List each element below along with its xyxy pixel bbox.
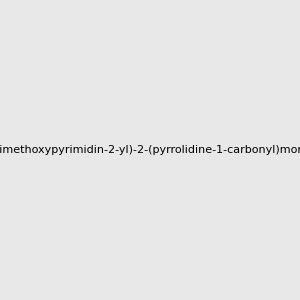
Text: 4-(4,6-dimethoxypyrimidin-2-yl)-2-(pyrrolidine-1-carbonyl)morpholine: 4-(4,6-dimethoxypyrimidin-2-yl)-2-(pyrro…: [0, 145, 300, 155]
